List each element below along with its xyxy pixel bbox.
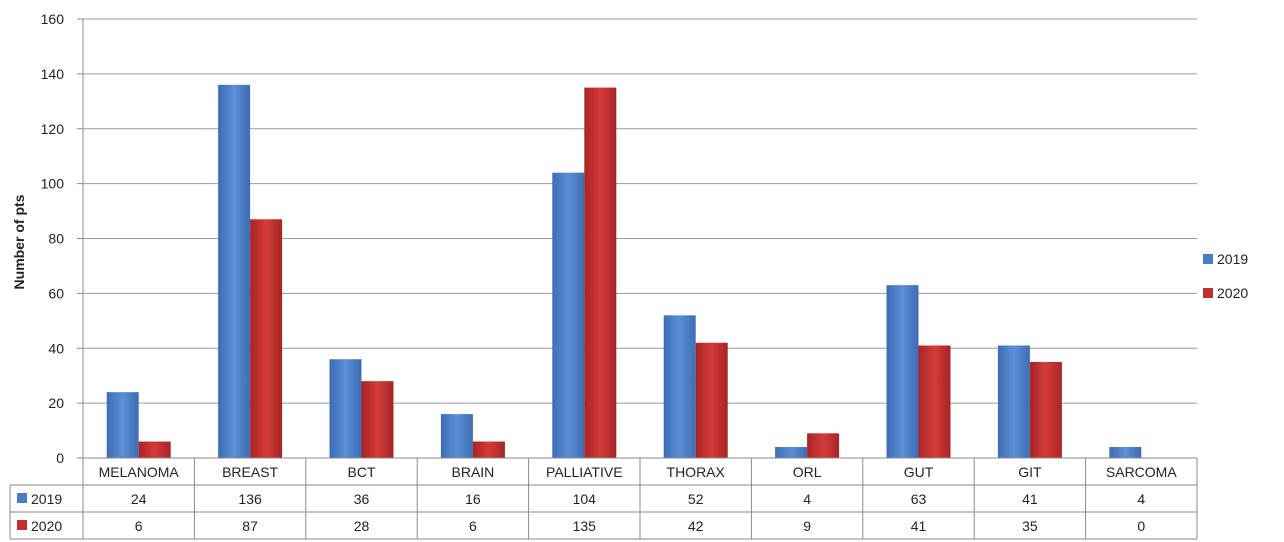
table-value: 16 bbox=[465, 491, 481, 507]
table-value: 9 bbox=[803, 518, 811, 534]
bar-2020-brain bbox=[472, 441, 505, 458]
category-label: MELANOMA bbox=[99, 464, 180, 480]
bar-2019-orl bbox=[775, 447, 808, 458]
table-value: 52 bbox=[688, 491, 704, 507]
y-tick-label: 80 bbox=[48, 231, 64, 247]
table-value: 104 bbox=[573, 491, 597, 507]
category-label: BRAIN bbox=[452, 464, 495, 480]
y-axis-label: Number of pts bbox=[11, 194, 27, 289]
table-value: 36 bbox=[354, 491, 370, 507]
y-tick-label: 120 bbox=[41, 121, 65, 137]
y-axis-ticks: 0 20 40 60 80 100 120 140 160 bbox=[41, 11, 65, 466]
legend-swatch-2019 bbox=[1203, 254, 1213, 264]
y-tick-label: 40 bbox=[48, 340, 64, 356]
y-tick-label: 20 bbox=[48, 395, 64, 411]
table-series-key bbox=[17, 520, 27, 530]
bar-2020-breast bbox=[250, 219, 283, 458]
bar-2020-bct bbox=[361, 381, 394, 458]
y-tick-label: 100 bbox=[41, 176, 65, 192]
table-value: 63 bbox=[911, 491, 927, 507]
bar-2019-brain bbox=[440, 414, 473, 458]
legend: 2019 2020 bbox=[1203, 251, 1248, 301]
table-value: 41 bbox=[911, 518, 927, 534]
category-label: THORAX bbox=[667, 464, 726, 480]
legend-label-2020: 2020 bbox=[1217, 285, 1248, 301]
bar-2020-orl bbox=[807, 433, 840, 458]
bar-2019-bct bbox=[329, 359, 362, 458]
table-value: 35 bbox=[1022, 518, 1038, 534]
bar-2019-breast bbox=[218, 84, 251, 458]
bar-2019-melanoma bbox=[106, 392, 139, 458]
table-value: 28 bbox=[354, 518, 370, 534]
y-tick-label: 140 bbox=[41, 66, 65, 82]
category-label: SARCOMA bbox=[1106, 464, 1177, 480]
category-label: GIT bbox=[1018, 464, 1042, 480]
category-label: ORL bbox=[793, 464, 822, 480]
bar-2020-git bbox=[1029, 361, 1062, 458]
bar-2019-thorax bbox=[663, 315, 696, 458]
legend-swatch-2020 bbox=[1203, 288, 1213, 298]
bar-2019-gut bbox=[886, 285, 919, 458]
table-series-key bbox=[17, 493, 27, 503]
bars bbox=[106, 84, 1142, 458]
table-value: 41 bbox=[1022, 491, 1038, 507]
legend-label-2019: 2019 bbox=[1217, 251, 1248, 267]
table-value: 6 bbox=[135, 518, 143, 534]
bar-2020-thorax bbox=[695, 342, 728, 458]
table-value: 135 bbox=[573, 518, 597, 534]
data-table: MELANOMA 24 6 BREAST 136 87 BCT 36 28 BRAIN 16 6 PAL… bbox=[9, 457, 1198, 540]
table-value: 0 bbox=[1137, 518, 1145, 534]
table-value: 24 bbox=[131, 491, 147, 507]
bar-2019-sarcoma bbox=[1109, 447, 1142, 458]
table-series-label: 2020 bbox=[31, 518, 62, 534]
category-label: BCT bbox=[348, 464, 376, 480]
y-tick-label: 60 bbox=[48, 285, 64, 301]
bar-2020-gut bbox=[918, 345, 951, 458]
y-tick-label: 160 bbox=[41, 11, 65, 27]
axes bbox=[77, 18, 84, 459]
category-label: PALLIATIVE bbox=[546, 464, 623, 480]
category-label: BREAST bbox=[222, 464, 278, 480]
table-series-label: 2019 bbox=[31, 491, 62, 507]
table-value: 42 bbox=[688, 518, 704, 534]
bar-2020-melanoma bbox=[138, 441, 171, 458]
category-label: GUT bbox=[904, 464, 934, 480]
table-value: 6 bbox=[469, 518, 477, 534]
table-value: 4 bbox=[1137, 491, 1145, 507]
bar-2019-git bbox=[997, 345, 1030, 458]
table-value: 4 bbox=[803, 491, 811, 507]
table-value: 136 bbox=[238, 491, 262, 507]
table-value: 87 bbox=[242, 518, 258, 534]
y-tick-label: 0 bbox=[56, 450, 64, 466]
bar-2020-palliative bbox=[584, 87, 617, 458]
bar-2019-palliative bbox=[552, 172, 585, 458]
